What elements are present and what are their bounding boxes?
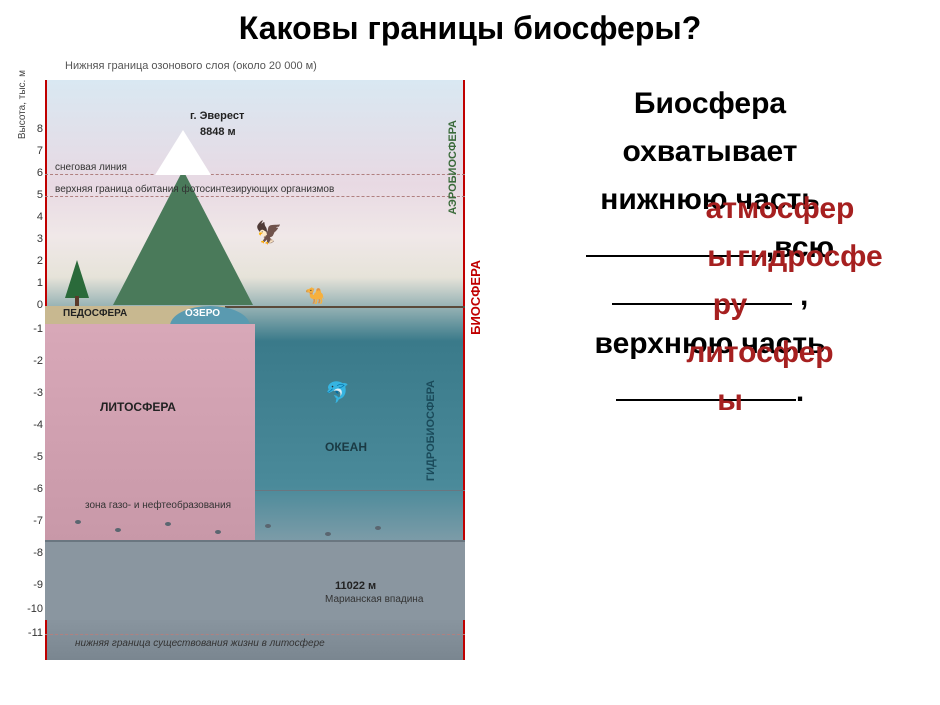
- text-l1: Биосфера: [500, 80, 920, 128]
- y-tick: 2: [17, 255, 43, 267]
- answer-lithosphere-b: ы: [670, 384, 790, 417]
- camel-icon: 🐪: [305, 286, 325, 306]
- mariana-name: Марианская впадина: [325, 594, 423, 605]
- y-tick: -11: [17, 627, 43, 639]
- y-tick: 8: [17, 123, 43, 135]
- y-tick: 7: [17, 145, 43, 157]
- bottom-boundary: [45, 634, 465, 635]
- tree-icon: [65, 260, 89, 298]
- seabed: [45, 540, 465, 620]
- y-tick: -9: [17, 579, 43, 591]
- y-tick: 5: [17, 189, 43, 201]
- y-tick: -1: [17, 323, 43, 335]
- y-tick: -2: [17, 355, 43, 367]
- gas-zone-label: зона газо- и нефтеобразования: [85, 500, 231, 511]
- aerobiosphere-label: АЭРОБИОСФЕРА: [447, 120, 459, 215]
- lake-label: ОЗЕРО: [185, 308, 220, 319]
- y-tick: 6: [17, 167, 43, 179]
- lithosphere-block: [45, 324, 255, 544]
- answer-hydrosphere-b: ру: [670, 288, 790, 321]
- bottom-caption: нижняя граница существования жизни в лит…: [75, 638, 325, 649]
- y-tick: -7: [17, 515, 43, 527]
- biosphere-diagram: Высота, тыс. м Нижняя граница озонового …: [15, 60, 485, 680]
- photo-line: [45, 196, 465, 197]
- y-tick: -5: [17, 451, 43, 463]
- snow-line: [45, 174, 465, 175]
- mariana-depth: 11022 м: [335, 580, 376, 592]
- answer-atmosphere-a: атмосфер: [680, 192, 880, 225]
- ocean-label: ОКЕАН: [325, 440, 367, 454]
- page-title: Каковы границы биосферы?: [0, 10, 940, 47]
- y-tick: 3: [17, 233, 43, 245]
- snow-line-label: снеговая линия: [55, 162, 127, 173]
- y-tick: -6: [17, 483, 43, 495]
- lithosphere-label: ЛИТОСФЕРА: [100, 400, 176, 414]
- y-tick: 0: [17, 299, 43, 311]
- everest-label: г. Эверест: [190, 110, 244, 122]
- text-l2: охватывает: [500, 128, 920, 176]
- answer-hydrosphere-a: гидросфе: [710, 240, 910, 273]
- pedosphere-label: ПЕДОСФЕРА: [63, 308, 127, 319]
- bird-icon: 🦅: [255, 220, 282, 246]
- y-tick: -3: [17, 387, 43, 399]
- biosphere-vert-label: БИОСФЕРА: [468, 260, 483, 335]
- plot-area: 876543210-1-2-3-4-5-6-7-8-9-10-11 г. Эве…: [45, 80, 465, 660]
- fish-icon: 🐬: [325, 380, 350, 405]
- y-tick: -4: [17, 419, 43, 431]
- y-tick: 4: [17, 211, 43, 223]
- y-tick: -10: [17, 603, 43, 615]
- hydrobiosphere-label: ГИДРОБИОСФЕРА: [425, 380, 437, 481]
- ozone-caption: Нижняя граница озонового слоя (около 20 …: [65, 60, 317, 72]
- y-tick: -8: [17, 547, 43, 559]
- answer-lithosphere-a: литосфер: [660, 336, 860, 369]
- tree-trunk: [75, 296, 79, 306]
- photo-line-label: верхняя граница обитания фотосинтезирующ…: [55, 184, 355, 195]
- y-tick: 1: [17, 277, 43, 289]
- everest-height: 8848 м: [200, 126, 236, 138]
